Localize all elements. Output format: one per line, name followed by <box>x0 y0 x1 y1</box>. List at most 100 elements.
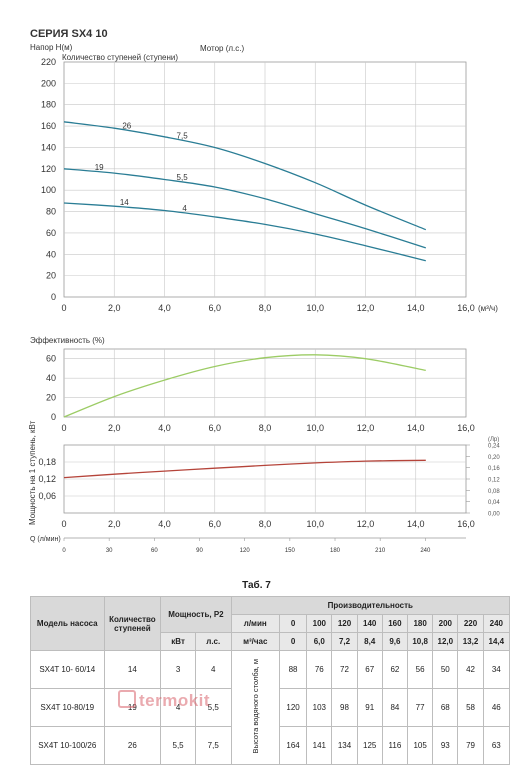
x-tick-label: 2,0 <box>108 519 121 529</box>
y2-tick-label: 0,20 <box>488 455 500 461</box>
value-cell: 72 <box>331 650 358 689</box>
x-tick-label: 12,0 <box>357 423 375 433</box>
header-kw: кВт <box>160 632 196 651</box>
y-tick-label: 220 <box>41 57 56 67</box>
y-tick-label: 0,18 <box>38 457 56 467</box>
y-tick-label: 0 <box>51 412 56 422</box>
y2-tick-label: 0,08 <box>488 489 500 495</box>
value-cell: 67 <box>356 650 383 689</box>
x-tick-label: 0 <box>61 423 66 433</box>
value-cell: 141 <box>306 726 333 765</box>
stages-cell: 14 <box>103 650 162 689</box>
value-cell: 62 <box>381 650 409 689</box>
x-axis-label: (м³/ч) <box>478 304 498 313</box>
q-tick-label: 120 <box>240 548 251 554</box>
y-tick-label: 140 <box>41 142 56 152</box>
x-tick-label: 8,0 <box>259 423 272 433</box>
hp-cell: 4 <box>194 650 232 689</box>
x-tick-label: 2,0 <box>108 423 121 433</box>
x-tick-label: 6,0 <box>208 519 221 529</box>
value-cell: 42 <box>457 650 484 689</box>
hp-cell: 7,5 <box>194 726 232 765</box>
motor-axis-label: Мотор (л.с.) <box>200 44 245 53</box>
q-tick-label: 90 <box>196 548 203 554</box>
value-cell: 103 <box>306 688 333 727</box>
model-cell: SX4T 10-80/19 <box>30 688 105 727</box>
x-tick-label: 0 <box>61 519 66 529</box>
series-line <box>63 121 427 231</box>
q-tick-label: 240 <box>420 548 431 554</box>
flow-m3h-cell: 6,0 <box>306 632 333 651</box>
flow-lmin-cell: 100 <box>306 614 333 633</box>
value-cell: 77 <box>407 688 434 727</box>
stages-axis-label: Количество ступеней (ступени) <box>62 53 178 62</box>
flow-m3h-cell: 8,4 <box>356 632 383 651</box>
header-m3h: м³/час <box>230 632 280 651</box>
value-cell: 120 <box>278 688 308 727</box>
header-model: Модель насоса <box>30 596 105 651</box>
flow-lmin-cell: 240 <box>482 614 511 633</box>
flow-lmin-cell: 160 <box>381 614 409 633</box>
value-cell: 91 <box>356 688 383 727</box>
model-cell: SX4T 10- 60/14 <box>30 650 105 689</box>
x-tick-label: 14,0 <box>407 303 425 313</box>
x-tick-label: 14,0 <box>407 519 425 529</box>
flow-lmin-cell: 140 <box>356 614 383 633</box>
x-tick-label: 8,0 <box>259 519 272 529</box>
flow-lmin-cell: 200 <box>432 614 459 633</box>
series-title: СЕРИЯ SX4 10 <box>30 28 108 40</box>
flow-m3h-cell: 14,4 <box>482 632 511 651</box>
x-tick-label: 6,0 <box>208 303 221 313</box>
y-tick-label: 0,12 <box>38 474 56 484</box>
header-stages: Количество ступеней <box>103 596 162 651</box>
stages-label: 14 <box>120 198 129 207</box>
x-tick-label: 4,0 <box>158 519 171 529</box>
value-cell: 116 <box>381 726 409 765</box>
y-tick-label: 20 <box>46 393 56 403</box>
table-row: SX4T 10- 60/14 14 3 4 Высота водяного ст… <box>30 650 511 765</box>
y-axis-label: Эффективность (%) <box>30 336 105 345</box>
value-cell: 79 <box>457 726 484 765</box>
x-tick-label: 10,0 <box>306 423 324 433</box>
value-cell: 125 <box>356 726 383 765</box>
y-tick-label: 60 <box>46 354 56 364</box>
y-tick-label: 200 <box>41 78 56 88</box>
y-tick-label: 120 <box>41 164 56 174</box>
y-tick-label: 100 <box>41 185 56 195</box>
value-cell: 46 <box>482 688 511 727</box>
x-tick-label: 12,0 <box>357 303 375 313</box>
y2-tick-label: 0,16 <box>488 466 500 472</box>
y-axis-label: Мощность на 1 ступень, кВт <box>28 420 37 525</box>
value-cell: 76 <box>306 650 333 689</box>
flow-lmin-cell: 120 <box>331 614 358 633</box>
model-cell: SX4T 10-100/26 <box>30 726 105 765</box>
stages-cell: 19 <box>103 688 162 727</box>
value-cell: 98 <box>331 688 358 727</box>
y2-tick-label: 0,00 <box>488 512 500 518</box>
y-tick-label: 20 <box>46 271 56 281</box>
y-axis-label: Напор Н(м) <box>30 43 73 52</box>
x-tick-label: 10,0 <box>306 303 324 313</box>
value-cell: 56 <box>407 650 434 689</box>
y-tick-label: 60 <box>46 228 56 238</box>
motor-label: 7,5 <box>177 132 189 141</box>
table-header-row-lmin: л/мин 0 100 120 140 160 180 200 220 240 <box>31 614 511 633</box>
x-tick-label: 16,0 <box>457 303 475 313</box>
flow-lmin-cell: 0 <box>278 614 308 633</box>
x-tick-label: 8,0 <box>259 303 272 313</box>
y2-tick-label: 0,24 <box>488 444 500 450</box>
value-cell: 68 <box>432 688 459 727</box>
flow-m3h-cell: 0 <box>278 632 308 651</box>
hp-cell: 5,5 <box>194 688 232 727</box>
height-label-cell: Высота водяного столба, м <box>230 650 280 765</box>
header-lmin: л/мин <box>230 614 280 633</box>
q-axis-label: Q (л/мин) <box>30 536 61 543</box>
x-tick-label: 4,0 <box>158 423 171 433</box>
pump-curves-chart: 0 2,0 4,0 6,0 8,0 10,0 12,0 14,0 16,002040608010… <box>28 43 500 554</box>
table-row: SX4T 10-80/19 19 4 5,5 120 103 98 91 84 … <box>30 688 511 727</box>
value-cell: 34 <box>482 650 511 689</box>
flow-m3h-cell: 10,8 <box>407 632 434 651</box>
kw-cell: 5,5 <box>160 726 196 765</box>
flow-m3h-cell: 9,6 <box>381 632 409 651</box>
x-tick-label: 16,0 <box>457 423 475 433</box>
